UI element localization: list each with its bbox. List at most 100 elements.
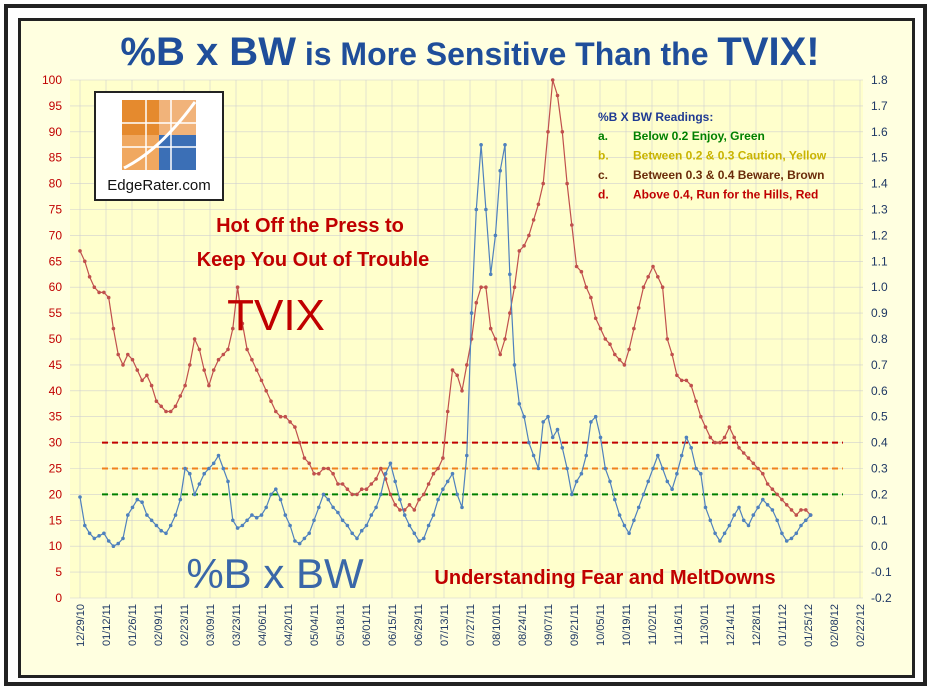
data-point [178, 497, 183, 502]
data-point [689, 446, 693, 450]
x-tick-label: 07/13/11 [439, 604, 451, 646]
data-point [426, 482, 431, 486]
left-tick-label: 45 [49, 358, 63, 372]
data-point [164, 409, 168, 414]
data-point [283, 414, 288, 419]
data-point [345, 523, 350, 528]
left-tick-label: 75 [49, 203, 63, 217]
data-point [770, 487, 775, 492]
data-point [92, 285, 97, 290]
data-point [283, 513, 288, 517]
x-tick-label: 01/11/12 [777, 604, 789, 646]
x-tick-label: 01/12/11 [101, 604, 113, 646]
data-point [321, 492, 326, 497]
title-part3: TVIX! [717, 30, 820, 74]
data-point [278, 414, 283, 419]
data-point [732, 435, 736, 440]
right-tick-label: 1.6 [871, 125, 888, 139]
left-tick-label: 90 [49, 125, 63, 139]
data-point [450, 471, 455, 476]
data-point [188, 363, 192, 367]
data-point [87, 275, 92, 279]
data-point [102, 290, 106, 295]
data-point [775, 518, 779, 523]
data-point [168, 409, 173, 414]
legend-title: %B X BW Readings: [598, 110, 713, 124]
data-point [550, 78, 555, 82]
legend-item-text: Between 0.2 & 0.3 Caution, Yellow [633, 149, 827, 163]
data-point [188, 471, 192, 476]
data-point [426, 523, 431, 528]
x-tick-label: 06/01/11 [361, 604, 373, 646]
data-point [560, 446, 565, 450]
data-point [784, 503, 789, 507]
data-point [775, 492, 779, 497]
data-point [317, 505, 321, 510]
data-point [374, 477, 378, 481]
data-point [694, 399, 698, 404]
data-point [197, 482, 202, 486]
data-point [312, 518, 316, 523]
data-point [192, 492, 197, 497]
data-point [422, 492, 426, 497]
logo-text: EdgeRater.com [107, 177, 210, 194]
data-point [474, 300, 479, 305]
data-point [436, 466, 440, 471]
x-tick-label: 11/16/11 [673, 604, 685, 645]
data-point [140, 378, 144, 383]
data-point [765, 503, 770, 507]
data-point [474, 207, 479, 212]
data-point [402, 513, 407, 517]
data-point [364, 487, 369, 492]
data-point [765, 482, 770, 486]
data-point [317, 471, 321, 476]
legend-key: a. [598, 129, 608, 143]
data-point [336, 482, 340, 486]
data-point [536, 202, 541, 207]
data-point [97, 534, 101, 538]
data-point [211, 461, 216, 466]
data-point [512, 363, 517, 367]
left-tick-label: 15 [49, 513, 63, 527]
data-point [154, 523, 159, 528]
data-point [407, 503, 412, 507]
data-point [675, 373, 679, 378]
data-point [145, 513, 149, 517]
data-point [622, 523, 627, 528]
legend-item-text: Between 0.3 & 0.4 Beware, Brown [633, 168, 824, 182]
data-point [627, 347, 631, 352]
data-point [379, 492, 383, 497]
data-point [465, 453, 469, 458]
data-point [111, 544, 116, 548]
right-tick-label: 0.4 [871, 436, 888, 450]
data-point [708, 435, 713, 440]
data-point [660, 285, 665, 290]
data-point [149, 518, 154, 523]
x-tick-label: 01/26/11 [127, 604, 139, 646]
data-point [106, 295, 111, 300]
data-point [641, 492, 646, 497]
right-tick-label: 1.7 [871, 99, 888, 113]
data-point [565, 181, 569, 186]
data-point [531, 218, 536, 222]
right-tick-label: 0.8 [871, 332, 888, 346]
x-tick-label: 02/09/11 [153, 604, 165, 646]
data-point [116, 541, 120, 546]
data-point [632, 518, 636, 523]
data-point [780, 531, 784, 536]
data-point [321, 466, 326, 471]
x-tick-label: 10/05/11 [595, 604, 607, 646]
data-point [541, 181, 545, 186]
legend-key: b. [598, 149, 609, 163]
data-point [651, 264, 655, 269]
data-point [350, 492, 355, 497]
data-point [398, 508, 402, 512]
series-0 [78, 78, 813, 517]
data-point [679, 378, 684, 383]
left-tick-label: 20 [49, 487, 63, 501]
x-tick-label: 06/15/11 [387, 604, 399, 646]
data-point [388, 492, 393, 497]
data-point [259, 513, 264, 517]
data-point [531, 453, 536, 458]
data-point [608, 342, 612, 347]
